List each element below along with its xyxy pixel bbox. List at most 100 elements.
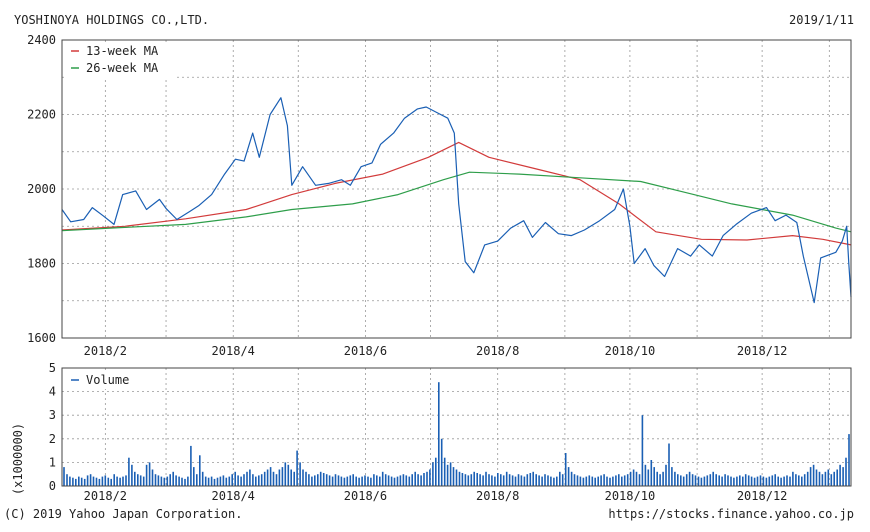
volume-bar bbox=[833, 471, 835, 486]
volume-bar bbox=[570, 471, 573, 486]
volume-bar bbox=[190, 445, 192, 486]
volume-bar bbox=[302, 469, 304, 486]
volume-bar bbox=[314, 475, 316, 486]
volume-bar bbox=[423, 473, 425, 486]
volume-bar bbox=[269, 467, 272, 486]
volume-bar bbox=[417, 474, 419, 486]
volume-bar bbox=[476, 473, 478, 486]
volume-bar bbox=[139, 475, 142, 486]
volume-legend-box bbox=[66, 371, 146, 389]
volume-bar bbox=[576, 475, 579, 486]
volume-bar bbox=[573, 474, 576, 486]
volume-bar bbox=[588, 475, 591, 486]
volume-bar bbox=[122, 476, 124, 486]
volume-bar bbox=[222, 475, 225, 486]
volume-y-tick-label: 2 bbox=[49, 432, 56, 446]
volume-bar bbox=[390, 476, 393, 486]
volume-bar bbox=[66, 474, 68, 486]
volume-x-tick-label: 2018/4 bbox=[212, 489, 255, 503]
volume-bar bbox=[803, 474, 806, 486]
volume-bar bbox=[101, 476, 104, 486]
volume-bar bbox=[379, 476, 381, 486]
volume-bar bbox=[116, 476, 118, 486]
price-x-tick-label: 2018/2 bbox=[84, 344, 127, 358]
legend-label: 13-week MA bbox=[86, 44, 159, 58]
volume-bar bbox=[765, 477, 768, 486]
volume-bar bbox=[381, 471, 384, 486]
volume-bar bbox=[618, 474, 620, 486]
volume-bar bbox=[526, 474, 529, 486]
volume-bar bbox=[736, 476, 738, 486]
volume-bar bbox=[305, 471, 307, 486]
volume-bar bbox=[845, 457, 847, 486]
price-y-tick-label: 2200 bbox=[27, 108, 56, 122]
volume-bar bbox=[762, 476, 765, 486]
volume-x-tick-label: 2018/12 bbox=[737, 489, 788, 503]
volume-bar bbox=[747, 475, 750, 486]
price-x-tick-label: 2018/6 bbox=[344, 344, 387, 358]
volume-bar bbox=[193, 467, 195, 486]
volume-bar bbox=[638, 474, 641, 486]
volume-bar bbox=[688, 471, 691, 486]
volume-y-tick-label: 5 bbox=[49, 361, 56, 375]
price-y-tick-label: 1600 bbox=[27, 331, 56, 345]
volume-chart-bars bbox=[63, 382, 850, 486]
volume-bar bbox=[334, 474, 337, 486]
price-x-tick-label: 2018/8 bbox=[476, 344, 519, 358]
volume-bar bbox=[798, 475, 800, 486]
volume-bar bbox=[134, 471, 136, 486]
volume-bar bbox=[237, 475, 239, 486]
volume-bar bbox=[535, 474, 537, 486]
volume-bar bbox=[260, 474, 263, 486]
volume-bar bbox=[376, 475, 378, 486]
volume-bar bbox=[137, 474, 139, 486]
volume-bar bbox=[653, 467, 655, 486]
price-y-tick-label: 2000 bbox=[27, 182, 56, 196]
volume-chart-legend: Volume bbox=[66, 371, 146, 389]
volume-bar bbox=[432, 462, 434, 486]
volume-bar bbox=[367, 476, 369, 486]
volume-bar bbox=[479, 474, 481, 486]
volume-bar bbox=[157, 475, 160, 486]
volume-bar bbox=[582, 477, 585, 486]
volume-bar bbox=[621, 476, 623, 486]
volume-bar bbox=[343, 477, 346, 486]
company-name: YOSHINOYA HOLDINGS CO.,LTD. bbox=[14, 13, 210, 27]
volume-bar bbox=[523, 476, 526, 486]
volume-bar bbox=[842, 467, 844, 486]
volume-chart-grid bbox=[62, 368, 851, 486]
volume-bar bbox=[252, 474, 254, 486]
volume-bar bbox=[213, 478, 216, 486]
volume-bar bbox=[771, 475, 774, 486]
volume-bar bbox=[443, 457, 446, 486]
volume-bar bbox=[166, 476, 169, 486]
volume-bar bbox=[266, 469, 269, 486]
volume-bar bbox=[680, 475, 682, 486]
volume-bar bbox=[240, 476, 242, 486]
volume-bar bbox=[744, 474, 747, 486]
volume-bar bbox=[461, 473, 464, 486]
volume-bar bbox=[196, 474, 198, 486]
volume-bar bbox=[812, 464, 815, 486]
volume-bar bbox=[644, 464, 647, 486]
volume-bar bbox=[603, 474, 605, 486]
volume-bar bbox=[207, 477, 210, 486]
volume-bar bbox=[110, 478, 112, 486]
volume-x-tick-label: 2018/8 bbox=[476, 489, 519, 503]
volume-bar bbox=[387, 475, 390, 486]
volume-y-axis-label: (x1000000) bbox=[11, 422, 25, 496]
price-x-tick-label: 2018/12 bbox=[737, 344, 788, 358]
ma26-line bbox=[61, 171, 852, 233]
price-chart-lines bbox=[61, 97, 852, 304]
volume-bar bbox=[682, 476, 685, 486]
volume-bar bbox=[694, 475, 697, 486]
volume-bar bbox=[319, 471, 322, 486]
volume-bar bbox=[727, 475, 729, 486]
volume-bar bbox=[815, 469, 818, 486]
volume-bar bbox=[204, 476, 207, 486]
volume-bar bbox=[668, 443, 670, 486]
source-link[interactable]: https://stocks.finance.yahoo.co.jp bbox=[608, 507, 854, 521]
volume-bar bbox=[491, 475, 493, 486]
legend-label: 26-week MA bbox=[86, 61, 159, 75]
volume-bar bbox=[579, 476, 582, 486]
